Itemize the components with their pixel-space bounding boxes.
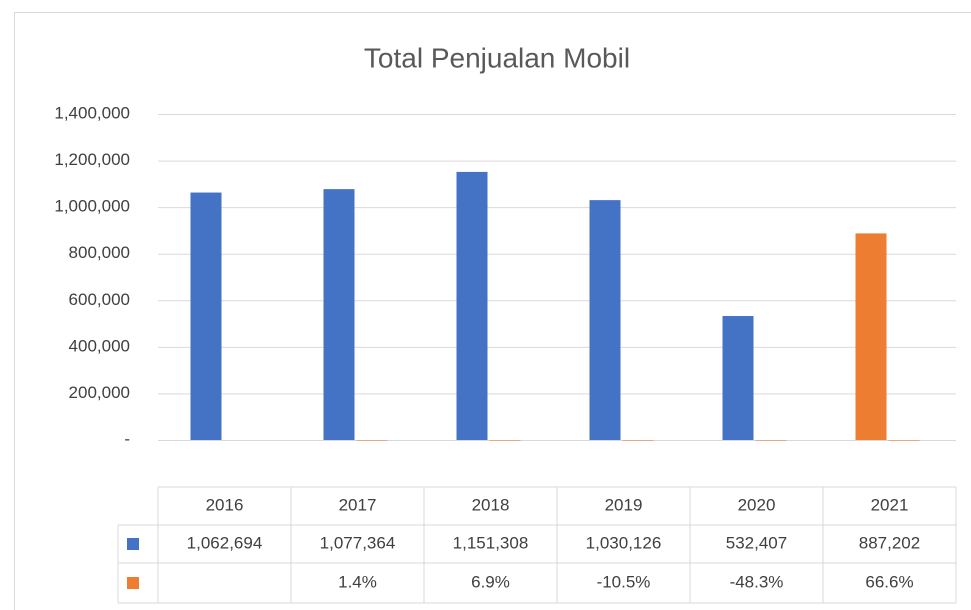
y-tick-label: 1,000,000: [54, 197, 130, 216]
y-tick-label: 400,000: [69, 336, 130, 355]
x-tick-label: 2021: [871, 495, 909, 514]
bar: [456, 171, 488, 440]
bar: [855, 233, 887, 440]
x-tick-label: 2018: [472, 495, 510, 514]
data-label: 6.9%: [471, 572, 510, 591]
bar: [722, 316, 754, 440]
y-tick-label: -: [124, 429, 130, 448]
chart-border: [14, 12, 971, 610]
x-tick-label: 2020: [738, 495, 776, 514]
bar: [589, 200, 621, 440]
x-tick-label: 2016: [206, 495, 244, 514]
data-label: 66.6%: [865, 572, 913, 591]
data-label: 887,202: [859, 533, 920, 552]
data-label: 1,030,126: [586, 533, 662, 552]
bar: [356, 439, 388, 441]
chart-title: Total Penjualan Mobil: [364, 42, 630, 73]
bar: [323, 189, 355, 440]
data-label: 1,077,364: [320, 533, 396, 552]
x-tick-label: 2019: [605, 495, 643, 514]
y-tick-label: 800,000: [69, 243, 130, 262]
y-tick-label: 1,400,000: [54, 103, 130, 122]
data-label: 1,062,694: [187, 533, 263, 552]
legend-key: [127, 577, 139, 589]
data-label: -10.5%: [597, 572, 651, 591]
legend-key: [127, 538, 139, 550]
data-label: 1,151,308: [453, 533, 529, 552]
bar: [622, 440, 654, 441]
bar: [755, 440, 787, 441]
y-tick-label: 600,000: [69, 290, 130, 309]
y-tick-label: 200,000: [69, 383, 130, 402]
data-label: 1.4%: [338, 572, 377, 591]
data-label: 532,407: [726, 533, 787, 552]
x-tick-label: 2017: [339, 495, 377, 514]
bar: [190, 192, 222, 440]
data-label: -48.3%: [730, 572, 784, 591]
y-tick-label: 1,200,000: [54, 150, 130, 169]
bar: [888, 439, 920, 441]
bar: [489, 439, 521, 441]
